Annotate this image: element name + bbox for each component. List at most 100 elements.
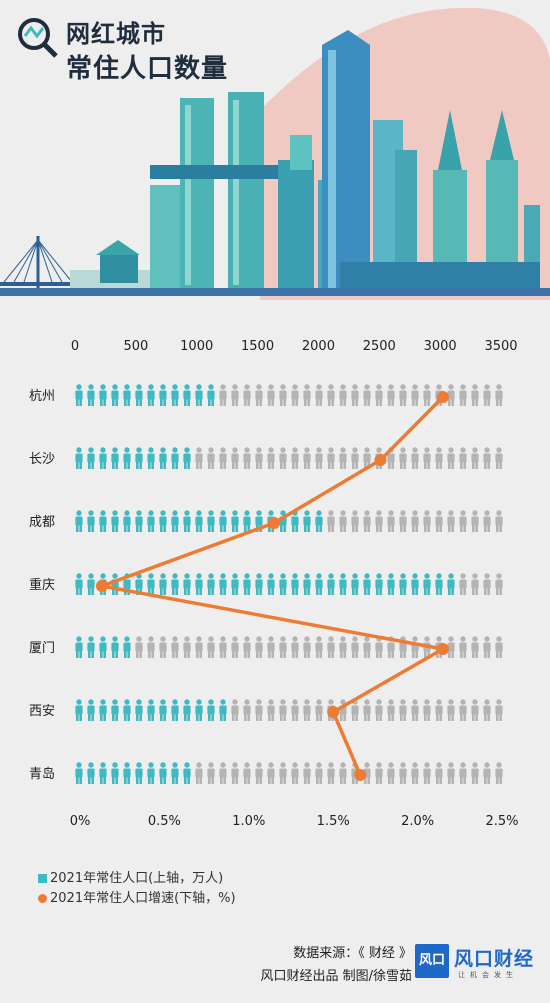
person-icon-empty (363, 384, 371, 406)
person-icon-empty (255, 447, 263, 469)
person-icon-empty (351, 447, 359, 469)
person-icon-empty (195, 762, 203, 784)
growth-point (327, 706, 340, 718)
person-icon-empty (435, 510, 443, 532)
person-icon-filled (303, 573, 311, 595)
person-icon-empty (447, 762, 455, 784)
legend-growth-label: 2021年常住人口增速(下轴，%) (50, 891, 236, 906)
person-icon-empty (411, 447, 419, 469)
person-icon-empty (483, 384, 491, 406)
category-label: 厦门 (29, 641, 55, 656)
person-icon-empty (291, 762, 299, 784)
person-icon-filled (75, 699, 83, 721)
person-icon-filled (207, 573, 215, 595)
person-icon-empty (279, 447, 287, 469)
person-icon-empty (435, 699, 443, 721)
person-icon-filled (99, 699, 107, 721)
person-icon-filled (207, 384, 215, 406)
person-icon-empty (219, 762, 227, 784)
person-icon-filled (183, 762, 191, 784)
person-icon-empty (231, 384, 239, 406)
search-chart-icon (18, 18, 58, 58)
person-icon-empty (315, 447, 323, 469)
person-icon-filled (123, 384, 131, 406)
person-icon-filled (327, 573, 335, 595)
person-icon-empty (471, 384, 479, 406)
person-icon-filled (195, 573, 203, 595)
brand-logo-box: 风口 (415, 944, 449, 978)
person-icon-empty (447, 699, 455, 721)
person-icon-empty (219, 636, 227, 658)
person-icon-empty (279, 699, 287, 721)
person-icon-empty (195, 636, 203, 658)
top-axis-tick: 2500 (363, 339, 396, 354)
person-icon-empty (471, 699, 479, 721)
person-icon-empty (195, 447, 203, 469)
person-icon-empty (399, 447, 407, 469)
person-icon-empty (447, 384, 455, 406)
person-icon-filled (231, 510, 239, 532)
person-icon-filled (111, 573, 119, 595)
person-icon-empty (447, 447, 455, 469)
person-icon-empty (339, 762, 347, 784)
person-icon-filled (171, 510, 179, 532)
person-icon-empty (483, 699, 491, 721)
person-icon-empty (303, 762, 311, 784)
person-icon-filled (75, 762, 83, 784)
person-icon-empty (471, 573, 479, 595)
person-icon-empty (315, 636, 323, 658)
category-row: 长沙 (29, 447, 503, 469)
person-icon-filled (279, 573, 287, 595)
person-icon-filled (99, 384, 107, 406)
person-icon-filled (147, 573, 155, 595)
top-axis-tick: 1500 (241, 339, 274, 354)
person-icon-empty (459, 573, 467, 595)
person-icon-filled (111, 384, 119, 406)
person-icon-empty (399, 510, 407, 532)
title-line1: 网红城市 (66, 20, 166, 48)
legend-population-label: 2021年常住人口(上轴，万人) (50, 871, 224, 886)
category-row: 成都 (29, 510, 503, 532)
person-icon-filled (315, 573, 323, 595)
person-icon-filled (171, 384, 179, 406)
person-icon-empty (327, 636, 335, 658)
person-icon-empty (267, 384, 275, 406)
person-icon-filled (195, 510, 203, 532)
growth-point (268, 517, 281, 529)
legend-growth: 2021年常住人口增速(下轴，%) (38, 887, 236, 906)
person-icon-filled (387, 573, 395, 595)
person-icon-empty (315, 762, 323, 784)
person-icon-empty (207, 447, 215, 469)
person-icon-empty (339, 447, 347, 469)
person-icon-empty (327, 510, 335, 532)
person-icon-empty (291, 384, 299, 406)
person-icon-filled (339, 573, 347, 595)
person-icon-filled (303, 510, 311, 532)
person-icon-empty (495, 573, 503, 595)
person-icon-empty (495, 447, 503, 469)
person-icon-filled (231, 573, 239, 595)
person-icon-filled (207, 510, 215, 532)
growth-point (354, 769, 367, 781)
person-icon-filled (291, 573, 299, 595)
category-row: 西安 (29, 699, 503, 721)
growth-point (436, 643, 449, 655)
person-icon-filled (195, 384, 203, 406)
bottom-axis-tick: 2.0% (401, 814, 434, 829)
legend-square-icon (38, 874, 47, 883)
person-icon-filled (147, 384, 155, 406)
person-icon-filled (363, 573, 371, 595)
brand-name: 风口财经 (454, 948, 535, 970)
person-icon-empty (459, 636, 467, 658)
category-label: 杭州 (29, 389, 55, 404)
person-icon-empty (483, 762, 491, 784)
person-icon-empty (267, 699, 275, 721)
category-row: 杭州 (29, 384, 503, 406)
bottom-axis-tick: 1.5% (317, 814, 350, 829)
person-icon-empty (495, 384, 503, 406)
person-icon-filled (123, 762, 131, 784)
person-icon-empty (423, 384, 431, 406)
person-icon-filled (123, 510, 131, 532)
city-skyline-illustration (0, 0, 550, 305)
person-icon-empty (495, 699, 503, 721)
